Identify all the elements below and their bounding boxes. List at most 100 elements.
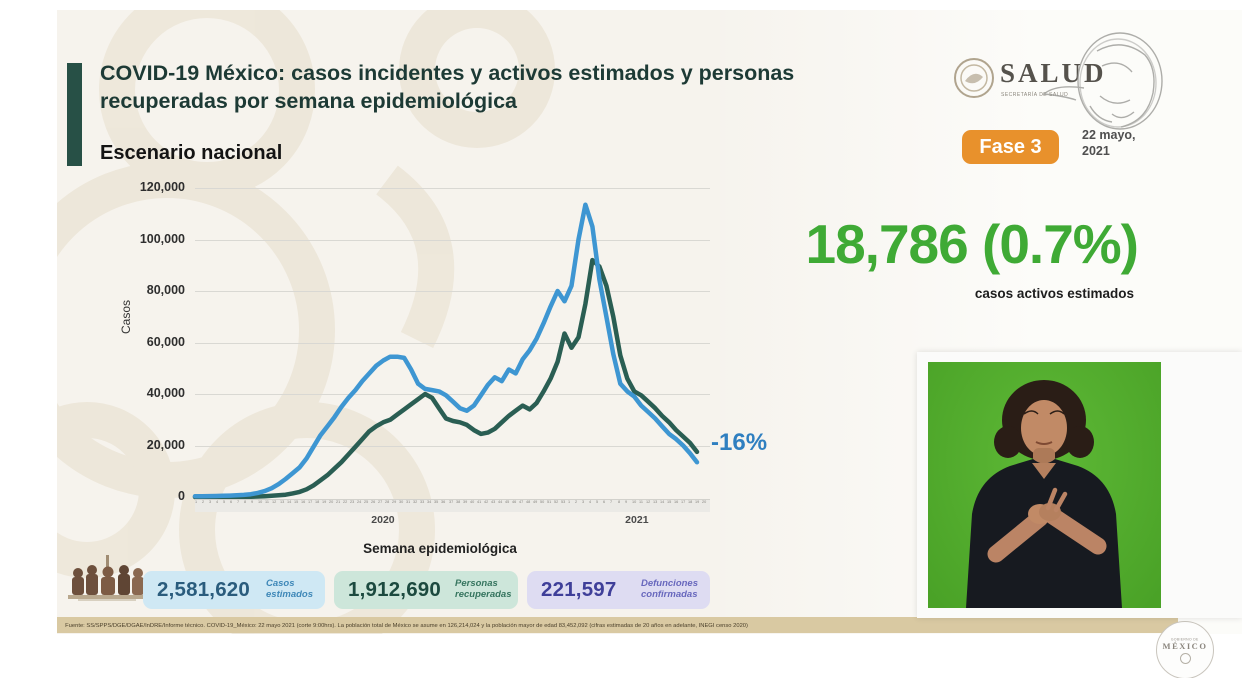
stat-label-line1: Casos	[266, 578, 295, 590]
date-label: 22 mayo, 2021	[1082, 128, 1136, 159]
week-tick-label: 21	[335, 500, 341, 505]
week-tick-label: 8	[244, 500, 247, 505]
week-tick-label: 48	[525, 500, 531, 505]
week-tick-label: 35	[434, 500, 439, 505]
week-tick-label: 13	[279, 500, 284, 505]
stat-casos-estimados: 2,581,620 Casos estimados	[143, 571, 325, 609]
week-tick-label: 4	[216, 500, 219, 505]
week-tick-label: 50	[540, 500, 545, 505]
week-tick-label: 4	[589, 500, 592, 505]
y-axis-tick-labels: 0 20,000 40,000 60,000 80,000 100,000 120,000	[100, 180, 185, 503]
slide-background	[57, 10, 1242, 634]
week-tick-label: 32	[413, 500, 418, 505]
week-tick-label: 46	[511, 500, 517, 505]
week-tick-label: 52	[554, 500, 559, 505]
page-title: COVID-19 México: casos incidentes y acti…	[100, 61, 795, 113]
summary-stats-row: 2,581,620 Casos estimados 1,912,690 Pers…	[143, 571, 710, 609]
week-tick-label: 45	[504, 500, 510, 505]
week-tick-label: 42	[483, 500, 488, 505]
gridline	[195, 188, 710, 189]
week-tick-label: 3	[209, 500, 212, 505]
footer-bar: Fuente: SS/SPPS/DGE/DGAE/InDRE/Informe t…	[57, 617, 1178, 633]
gridline	[195, 445, 710, 447]
week-tick-label: 11	[638, 500, 643, 505]
week-tick-label: 33	[420, 500, 425, 505]
week-tick-label: 28	[385, 500, 390, 505]
week-tick-label: 41	[476, 500, 481, 505]
week-tick-label: 2	[202, 500, 205, 505]
week-tick-label: 1	[195, 500, 198, 505]
week-tick-label: 30	[399, 500, 404, 505]
page-subtitle: Escenario nacional	[100, 142, 283, 164]
week-tick-label: 22	[342, 500, 348, 505]
week-tick-label: 40	[469, 500, 474, 505]
stat-label-line2: estimados	[266, 589, 313, 600]
week-tick-label: 23	[349, 500, 355, 505]
x-axis-week-ticks: 1 2 3 4 5 6 7 8 9 10 11 12 13 14 15 16 17 18 19 20 21 22 23 24 2…	[195, 499, 710, 512]
week-tick-label: 10	[631, 500, 636, 505]
week-tick-label: 24	[356, 500, 362, 505]
week-tick-label: 14	[286, 500, 291, 505]
chart-series	[192, 202, 700, 500]
week-tick-label: 14	[659, 500, 664, 505]
date-line2: 2021	[1082, 143, 1110, 158]
y-tick-label: 60,000	[146, 334, 185, 349]
x-axis-title: Semana epidemiológica	[363, 541, 517, 556]
y-tick-label: 100,000	[139, 231, 185, 246]
phase-badge: Fase 3	[962, 130, 1059, 164]
week-tick-label: 39	[462, 500, 467, 505]
active-cases-label: casos activos estimados	[974, 286, 1134, 301]
week-tick-label: 29	[392, 500, 397, 505]
source-text: Fuente: SS/SPPS/DGE/DGAE/InDRE/Informe t…	[65, 621, 748, 629]
y-tick-label: 120,000	[139, 180, 185, 194]
week-tick-label: 10	[258, 500, 263, 505]
stat-value: 221,597	[541, 578, 617, 601]
week-tick-label: 9	[624, 500, 627, 505]
week-tick-label: 36	[441, 500, 446, 505]
week-tick-label: 17	[307, 500, 312, 505]
week-tick-label: 6	[603, 500, 606, 505]
active-cases-value: 18,786 (0.7%)	[805, 213, 1139, 275]
date-line1: 22 mayo,	[1082, 128, 1136, 142]
week-tick-label: 5	[223, 500, 226, 505]
interpreter-video	[917, 352, 1242, 618]
week-tick-label: 51	[547, 500, 552, 505]
series-line-personas-recuperadas	[192, 257, 700, 500]
week-tick-label: 5	[596, 500, 599, 505]
week-tick-label: 17	[680, 500, 686, 505]
week-tick-label: 9	[251, 500, 254, 505]
stat-defunciones-confirmadas: 221,597 Defunciones confirmadas	[527, 571, 710, 609]
stat-label-line2: confirmadas	[640, 589, 698, 600]
week-tick-label: 15	[293, 500, 298, 505]
week-tick-label: 16	[300, 500, 305, 505]
year-label-2020: 2020	[371, 514, 395, 526]
stat-value: 2,581,620	[157, 578, 250, 601]
week-tick-label: 26	[371, 500, 376, 505]
week-tick-label: 34	[427, 500, 432, 505]
stat-label: Personas recuperadas	[441, 578, 512, 601]
week-tick-label: 7	[610, 500, 613, 505]
stat-label-line1: Defunciones	[640, 578, 698, 590]
gridline	[195, 342, 710, 344]
week-tick-label: 44	[497, 500, 503, 505]
week-tick-label: 18	[687, 500, 693, 505]
salud-logo-text: SALUD	[1000, 58, 1107, 88]
week-tick-label: 12	[645, 500, 650, 505]
week-tick-label: 27	[378, 500, 383, 505]
week-tick-label: 20	[702, 500, 707, 505]
gridline	[195, 291, 710, 292]
x-axis-year-labels: 2020 2021	[195, 514, 710, 528]
y-tick-label: 0	[178, 489, 185, 503]
watermark-emblem-icon	[1179, 653, 1191, 664]
interpreter-person	[966, 380, 1122, 608]
gridline	[195, 239, 710, 241]
watermark-line1: GOBIERNO DE	[1171, 637, 1199, 642]
year-label-2021: 2021	[625, 514, 649, 526]
chart-plot-area	[192, 188, 710, 500]
watermark-line2: MÉXICO	[1162, 641, 1208, 651]
week-tick-label: 8	[617, 500, 620, 505]
decorative-pattern	[57, 10, 555, 634]
week-tick-label: 15	[666, 500, 672, 505]
trend-annotation: -16%	[711, 429, 768, 456]
week-tick-label: 16	[673, 500, 679, 505]
